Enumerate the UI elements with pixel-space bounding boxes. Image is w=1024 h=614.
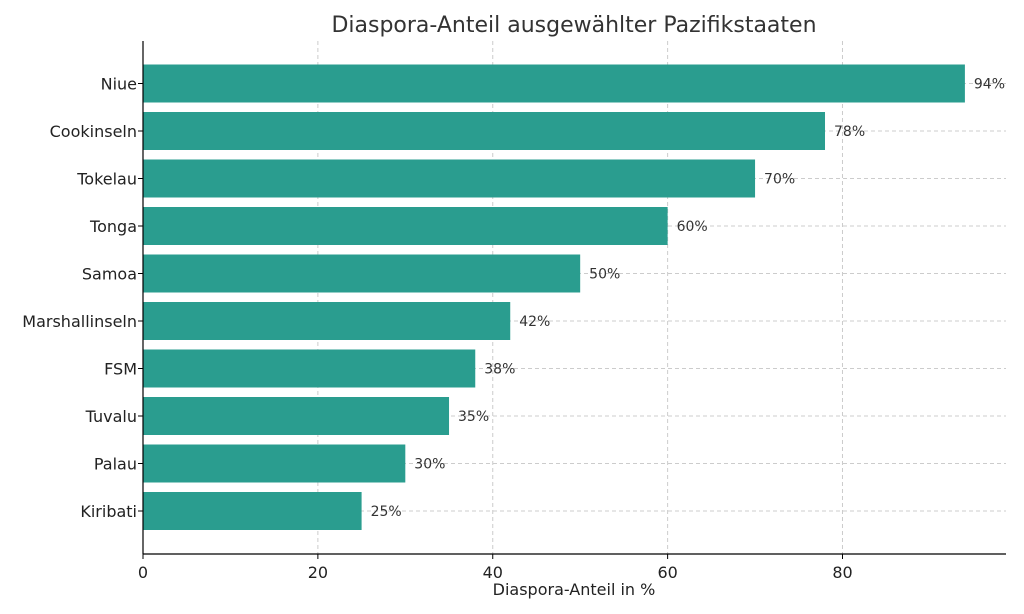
data-label: 35% — [458, 409, 489, 425]
bar-kiribati — [143, 492, 362, 530]
bar-cookinseln — [143, 112, 826, 150]
x-tick-labels: 0 20 40 60 80 — [138, 563, 853, 582]
bar-fsm — [143, 349, 476, 388]
data-label: 50% — [589, 267, 620, 283]
bar-niue — [143, 64, 965, 103]
data-label: 78% — [834, 124, 865, 140]
category-label: FSM — [104, 360, 137, 379]
category-label: Marshallinseln — [22, 312, 137, 331]
category-label: Palau — [94, 455, 137, 474]
category-labels: Niue Cookinseln Tokelau Tonga Samoa Marshalli… — [22, 75, 137, 522]
bar-tokelau — [143, 159, 756, 198]
x-tick-label: 80 — [832, 563, 852, 582]
data-labels: 94% 78% 70% 60% 50% 42% 38% 35% 30% 25% — [371, 77, 1005, 521]
x-tick-label: 0 — [138, 563, 148, 582]
axes — [138, 41, 1006, 559]
bar-marshallinseln — [143, 302, 511, 340]
x-tick-label: 60 — [657, 563, 677, 582]
category-label: Tonga — [89, 217, 137, 236]
data-label: 60% — [677, 219, 708, 235]
chart-title: Diaspora-Anteil ausgewählter Pazifikstaa… — [331, 13, 816, 38]
category-label: Niue — [101, 75, 137, 94]
data-label: 25% — [371, 504, 402, 520]
bar-palau — [143, 444, 406, 483]
data-label: 30% — [414, 457, 445, 473]
category-label: Tokelau — [76, 170, 137, 189]
bar-samoa — [143, 254, 581, 293]
bar-tonga — [143, 207, 668, 245]
bars — [143, 64, 965, 530]
category-label: Kiribati — [80, 502, 137, 521]
data-label: 38% — [484, 362, 515, 378]
category-label: Cookinseln — [50, 122, 137, 141]
data-label: 94% — [974, 77, 1005, 93]
x-axis-label: Diaspora-Anteil in % — [493, 580, 656, 599]
bar-tuvalu — [143, 397, 450, 435]
x-tick-label: 20 — [308, 563, 328, 582]
x-tick-label: 40 — [483, 563, 503, 582]
data-label: 70% — [764, 172, 795, 188]
category-label: Samoa — [82, 265, 137, 284]
data-label: 42% — [519, 314, 550, 330]
category-label: Tuvalu — [85, 407, 137, 426]
